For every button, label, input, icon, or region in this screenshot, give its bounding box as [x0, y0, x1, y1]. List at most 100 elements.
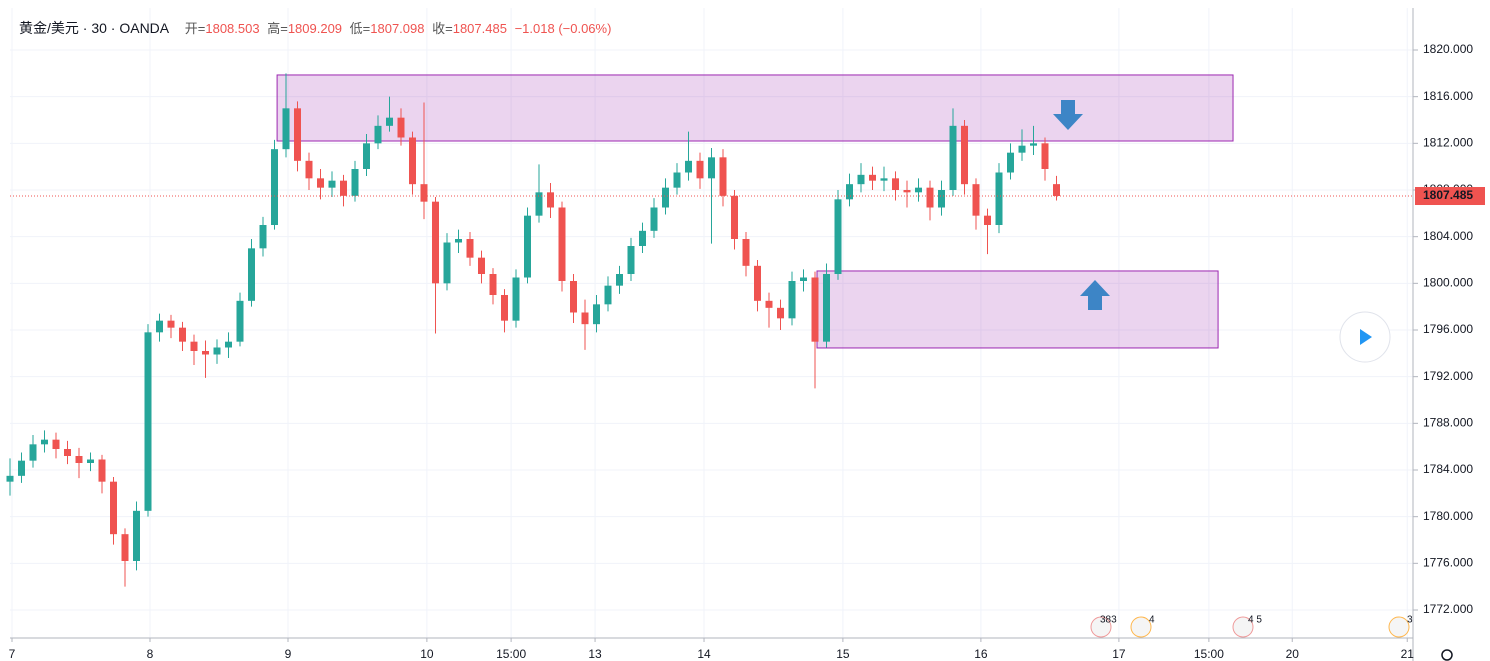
- up-arrow: [1080, 280, 1110, 310]
- candle-body: [995, 172, 1003, 225]
- candle-body: [524, 215, 531, 278]
- candle-body: [1041, 143, 1049, 169]
- candle-body: [800, 277, 807, 281]
- header: 黄金/美元 · 30 · OANDA 开=1808.503 高=1809.209…: [19, 18, 611, 38]
- candle-body: [6, 475, 14, 482]
- candle-body: [972, 184, 980, 216]
- y-tick-label: 1812.000: [1423, 136, 1473, 150]
- ohlc-value: 1807.485: [452, 21, 507, 36]
- candle-body: [673, 172, 681, 188]
- candle-body: [202, 351, 209, 355]
- event-count: 383: [1100, 615, 1117, 626]
- candle-body: [880, 178, 888, 181]
- candle-body: [731, 195, 738, 239]
- candle-body: [443, 242, 451, 284]
- candle-body: [236, 300, 244, 342]
- candle-body: [892, 178, 899, 190]
- candle-body: [765, 300, 773, 308]
- event-count: 4 5: [1248, 615, 1262, 626]
- x-tick-label: 14: [697, 647, 711, 661]
- y-tick-label: 1772.000: [1423, 602, 1473, 616]
- candle-body: [535, 192, 543, 216]
- candle-body: [409, 137, 416, 185]
- event-flag[interactable]: [1130, 616, 1152, 638]
- event-count: 3: [1407, 615, 1413, 626]
- candle-body: [259, 225, 267, 249]
- candle-body: [650, 207, 658, 231]
- y-tick-label: 1800.000: [1423, 276, 1473, 290]
- ohlc-value: 1809.209: [287, 21, 343, 36]
- candle-body: [248, 248, 255, 301]
- candle-body: [328, 180, 336, 188]
- x-tick-label: 15:00: [496, 647, 526, 661]
- candle-body: [639, 230, 646, 246]
- candle-body: [1018, 145, 1026, 153]
- y-tick-label: 1820.000: [1423, 42, 1473, 56]
- y-tick-label: 1792.000: [1423, 369, 1473, 383]
- candle-body: [719, 157, 727, 196]
- candle-body: [190, 341, 198, 351]
- events: 383 4 4 5 3: [1090, 615, 1413, 638]
- candle-body: [949, 125, 957, 190]
- x-tick-label: 7: [9, 647, 16, 661]
- candle-body: [282, 108, 290, 150]
- ohlc-label: 低=: [349, 21, 371, 36]
- candle-body: [501, 295, 508, 321]
- x-tick-label: 8: [147, 647, 154, 661]
- candle-body: [179, 327, 186, 342]
- settings-icon[interactable]: [1441, 649, 1453, 661]
- y-tick-label: 1780.000: [1423, 509, 1473, 523]
- event-flag[interactable]: [1232, 616, 1254, 638]
- x-tick-label: 20: [1286, 647, 1300, 661]
- y-tick-label: 1796.000: [1423, 322, 1473, 336]
- zone: [276, 74, 1234, 142]
- candle-body: [857, 174, 865, 185]
- ohlc-label: 开=: [184, 21, 206, 36]
- candle-body: [547, 192, 554, 208]
- candle-body: [869, 174, 876, 181]
- candle-body: [593, 304, 600, 325]
- candle-body: [374, 125, 382, 144]
- candle-body: [340, 180, 347, 196]
- candle-body: [662, 187, 669, 208]
- candle-body: [305, 160, 313, 179]
- candle-body: [432, 201, 439, 284]
- candle-body: [386, 117, 393, 126]
- x-tick-label: 10: [420, 647, 434, 661]
- candle-body: [777, 307, 784, 319]
- last-price-label: 1807.485: [1423, 188, 1473, 202]
- last-price-tag: [1415, 187, 1485, 206]
- ohlc-label: 高=: [267, 21, 288, 36]
- axes: 1772.000 1776.000 1780.000 1784.000 1788.000…: [9, 42, 1485, 661]
- candle-body: [75, 456, 83, 463]
- y-tick-label: 1804.000: [1423, 229, 1473, 243]
- x-tick-label: 15:00: [1194, 647, 1224, 661]
- candle-body: [455, 239, 462, 243]
- candle-body: [271, 149, 278, 225]
- candle-body: [742, 239, 750, 266]
- candle-body: [1030, 143, 1037, 146]
- candle-body: [167, 320, 175, 328]
- candle-body: [98, 459, 106, 482]
- event-flag[interactable]: [1090, 616, 1112, 638]
- candle-body: [29, 444, 37, 461]
- x-tick-label: 9: [285, 647, 292, 661]
- candle-body: [1053, 184, 1060, 197]
- candle-body: [915, 187, 922, 193]
- candle-body: [823, 274, 830, 342]
- play-icon: [1360, 329, 1372, 345]
- candle-body: [41, 439, 48, 445]
- candle-body: [696, 160, 704, 179]
- candle-body: [64, 449, 71, 456]
- grid: [10, 8, 1413, 638]
- candle-body: [984, 215, 991, 225]
- candle-body: [225, 341, 232, 348]
- candle-body: [616, 274, 623, 286]
- candle-body: [18, 460, 25, 476]
- candle-body: [363, 143, 370, 169]
- event-flag[interactable]: [1388, 616, 1410, 638]
- y-tick-label: 1816.000: [1423, 89, 1473, 103]
- candle-body: [846, 184, 853, 200]
